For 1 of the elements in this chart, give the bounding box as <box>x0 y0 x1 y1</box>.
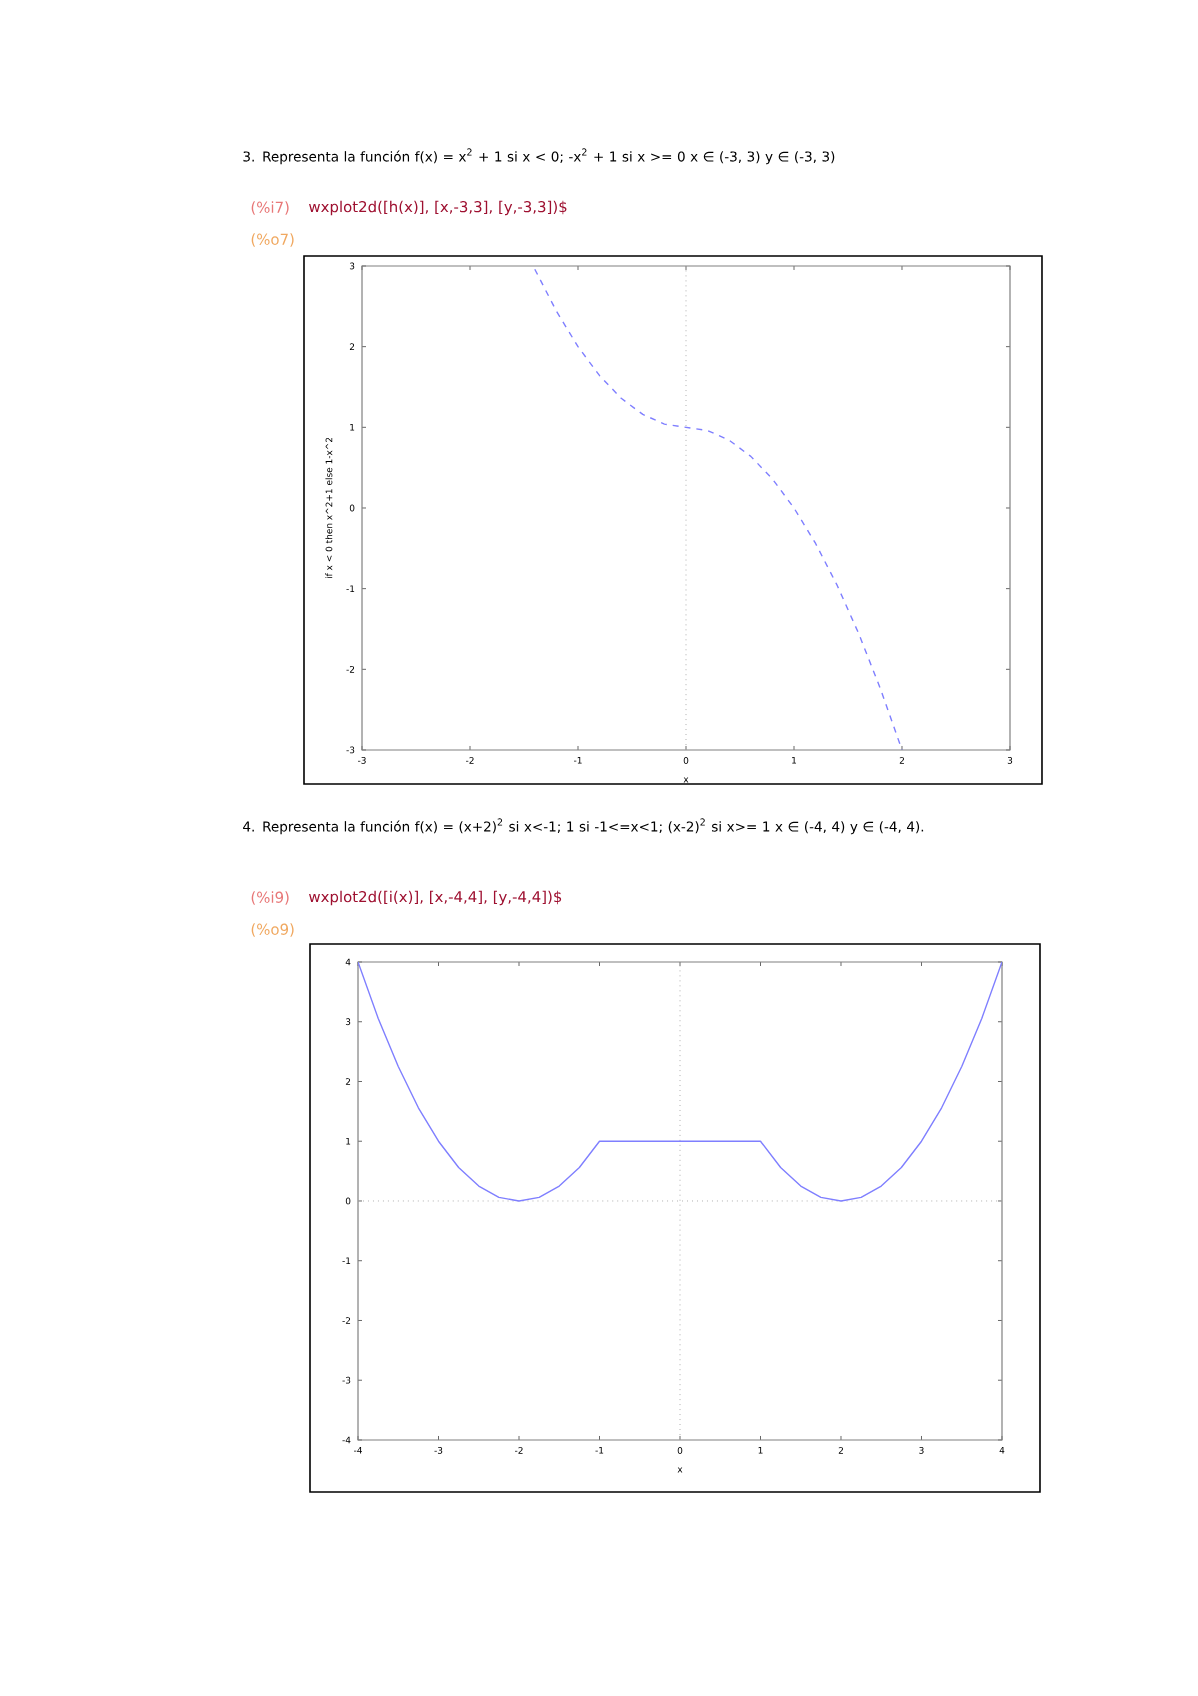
line-series <box>358 961 1002 1202</box>
